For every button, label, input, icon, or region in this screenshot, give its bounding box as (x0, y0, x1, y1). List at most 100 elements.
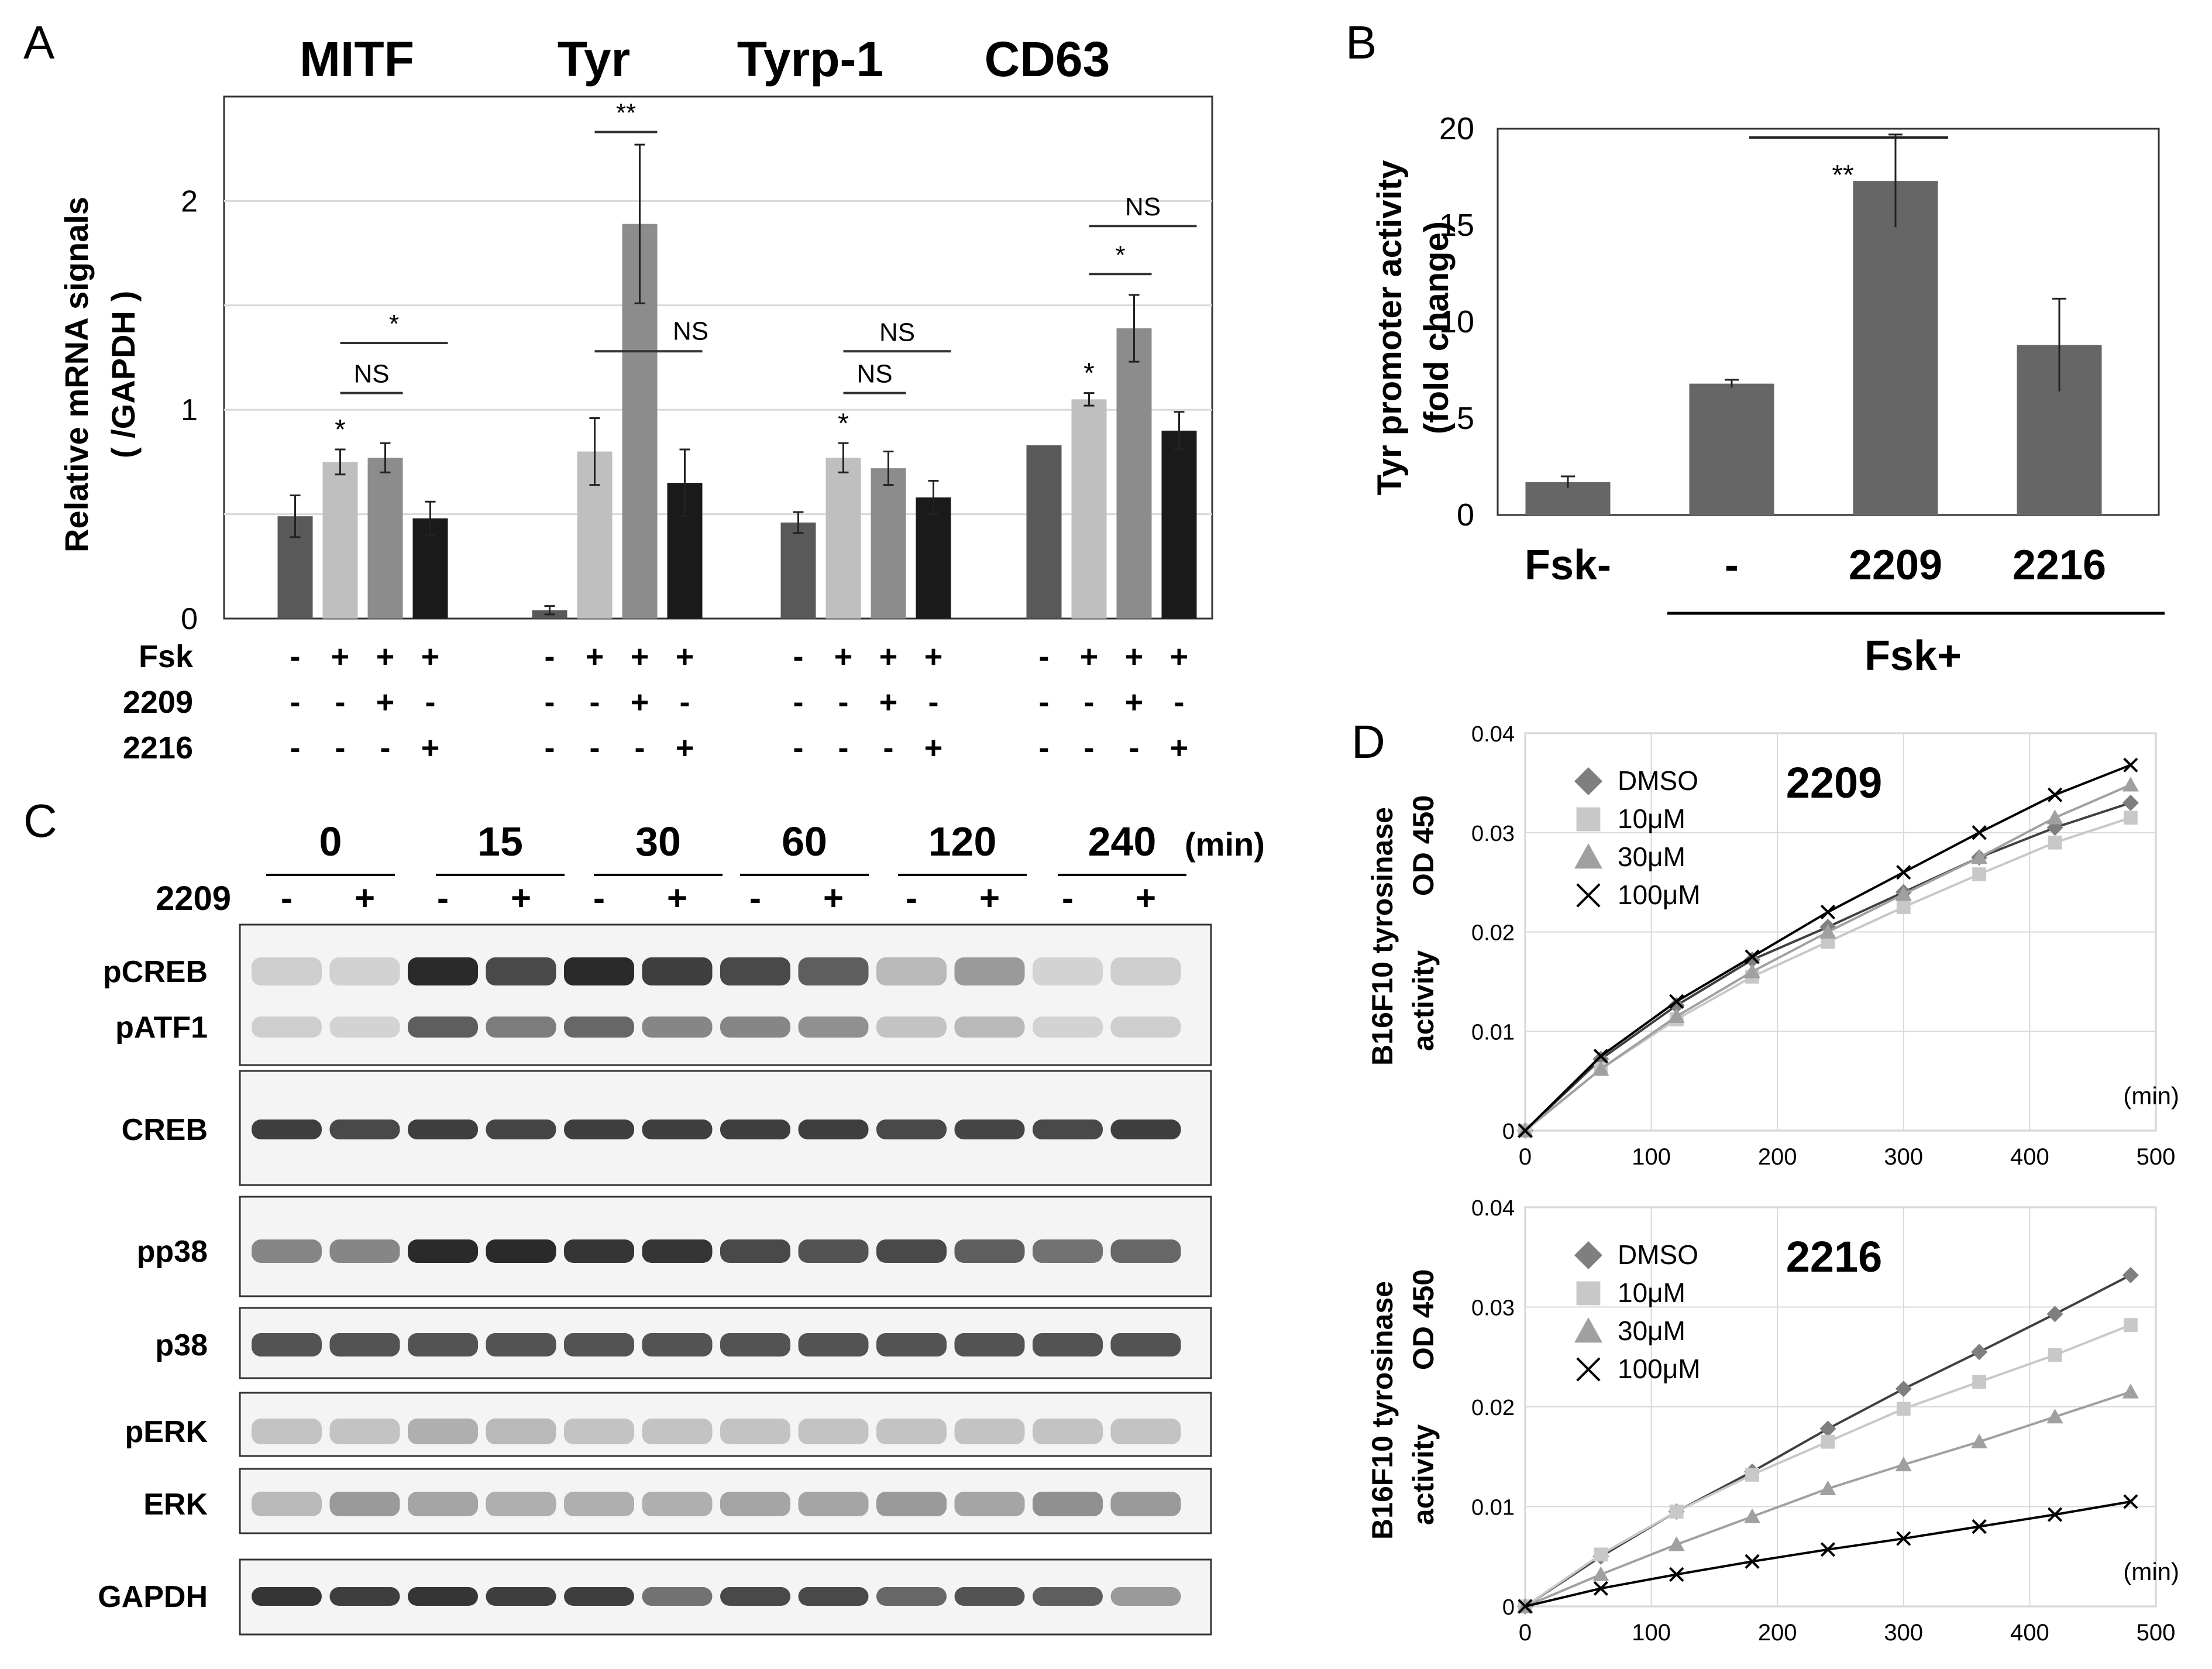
panel-a-sign: + (1080, 639, 1099, 674)
panel-c-band (329, 1119, 400, 1139)
panel-d-xtick: 0 (1519, 1620, 1532, 1646)
panel-c-band (798, 1492, 869, 1516)
panel-d-legend-label: 100μM (1618, 880, 1701, 910)
panel-d-point (1668, 1008, 1685, 1023)
panel-c-band (954, 1016, 1025, 1038)
panel-d-point (1745, 949, 1760, 964)
panel-c-band (1033, 1239, 1103, 1263)
panel-d-bottom-ylabel: B16F10 tyrosinase activity OD 450 (1366, 1269, 1440, 1540)
panel-d-point (1745, 1468, 1759, 1482)
panel-c-band (329, 957, 400, 985)
panel-d-point (2123, 757, 2138, 772)
panel-d-point (1574, 1317, 1602, 1343)
panel-d-top-ylabel-line1: B16F10 tyrosinase (1366, 807, 1399, 1066)
panel-d-ytick: 0.03 (1471, 822, 1515, 846)
panel-a-row-2209: 2209 (123, 685, 193, 720)
panel-a-significance-mark: * (1083, 358, 1095, 389)
panel-a-sign: + (421, 730, 440, 765)
panel-d-legend-label: 10μM (1618, 1277, 1685, 1308)
panel-a-sign: - (1039, 730, 1050, 765)
panel-c-band (1110, 1333, 1181, 1357)
panel-c-band (486, 1587, 556, 1606)
panel-c-band (408, 1587, 478, 1606)
panel-a-sign: - (1084, 685, 1095, 720)
panel-d-point (1518, 1123, 1533, 1138)
panel-c-band (486, 1239, 556, 1263)
panel-c-lane-sign: + (667, 878, 687, 918)
panel-c-band (252, 1333, 322, 1357)
panel-a-sign: - (838, 685, 849, 720)
panel-c-band (329, 1016, 400, 1038)
panel-d-point (1576, 807, 1601, 832)
panel-b-ytick: 15 (1439, 208, 1474, 243)
panel-d-xtick: 0 (1519, 1144, 1532, 1170)
panel-a-sign: + (376, 639, 395, 674)
panel-b-category-label: 2216 (2013, 542, 2106, 589)
panel-a-sign: + (879, 685, 898, 720)
panel-a-sign: - (928, 685, 939, 720)
panel-c-band (720, 1419, 790, 1444)
panel-d-legend-label: DMSO (1618, 765, 1698, 796)
panel-c-band (876, 1016, 947, 1038)
panel-d-point (1593, 1049, 1608, 1064)
panel-d-xtick: 100 (1632, 1620, 1671, 1646)
panel-c-band (329, 1333, 400, 1357)
panel-c-band-label: GAPDH (98, 1580, 208, 1614)
panel-a-bar (1161, 430, 1197, 619)
panel-a-bracket-label: NS (673, 317, 708, 345)
panel-a-bar (916, 497, 951, 619)
panel-a-sign: - (838, 730, 849, 765)
panel-a-sign: + (1125, 685, 1144, 720)
panel-c-band (1110, 1119, 1181, 1139)
panel-c-lane-sign: + (511, 878, 531, 918)
panel-d-point (1744, 1508, 1761, 1523)
panel-a-bar (780, 522, 816, 619)
panel-c-band (798, 1333, 869, 1357)
panel-a-sign: + (834, 639, 853, 674)
panel-d-point (1895, 885, 1912, 901)
panel-d-top-chart: 0 100 200 300 400 500 0 0.01 0.02 0.03 0.04 (min) 22… (1471, 722, 2179, 1170)
panel-a-significance-mark: * (335, 414, 346, 445)
panel-d-chart-title: 2216 (1786, 1232, 1883, 1281)
panel-a-sign: - (425, 685, 436, 720)
panel-b-ylabel: Tyr promoter activity (fold change) (1371, 160, 1456, 496)
panel-c-lane-sign: - (593, 878, 605, 918)
panel-a-bar (1071, 399, 1107, 619)
panel-a-sign: - (335, 685, 346, 720)
panel-d-point (1971, 1433, 1988, 1448)
panel-c-band (720, 957, 790, 985)
panel-d-point (1592, 1060, 1609, 1076)
panel-a-group-title: MITF (300, 32, 414, 87)
panel-d-point (2046, 1409, 2063, 1424)
panel-a-sign: - (335, 730, 346, 765)
panel-d-legend-label: 10μM (1618, 803, 1685, 834)
panel-d-point (1574, 843, 1602, 869)
panel-a-sign: - (290, 730, 301, 765)
panel-a-sign: - (793, 730, 804, 765)
panel-b-bar (1853, 181, 1938, 516)
panel-c-lane-sign: - (906, 878, 917, 918)
panel-c-band (876, 1419, 947, 1444)
panel-c-band (954, 1239, 1025, 1263)
panel-a-group-title: CD63 (985, 32, 1110, 87)
panel-c-band (720, 1587, 790, 1606)
panel-c-band (720, 1492, 790, 1516)
panel-c-band (798, 1419, 869, 1444)
panel-d-point (1972, 867, 1987, 881)
panel-d-bottom-ylabel-activity: activity (1407, 1424, 1440, 1526)
panel-d-xunit: (min) (2123, 1558, 2179, 1585)
panel-c-band (408, 1333, 478, 1357)
panel-c-band-label: pCREB (103, 955, 208, 989)
panel-b-chart: 0 5 10 15 20 Fsk- - 2209 2216 ** (1439, 111, 2160, 589)
panel-d-point (1895, 1380, 1912, 1397)
panel-a-sign: + (331, 639, 350, 674)
panel-a-row-fsk: Fsk (139, 639, 194, 674)
panel-c-band (564, 1492, 634, 1516)
panel-d-ytick: 0.04 (1471, 1196, 1515, 1221)
panel-a-bracket-label: NS (353, 360, 389, 389)
panel-c-band (564, 1419, 634, 1444)
panel-a-sign: - (380, 730, 391, 765)
panel-c-lane-sign: - (281, 878, 293, 918)
panel-c-band-label: pp38 (137, 1235, 208, 1269)
panel-c-band (329, 1239, 400, 1263)
